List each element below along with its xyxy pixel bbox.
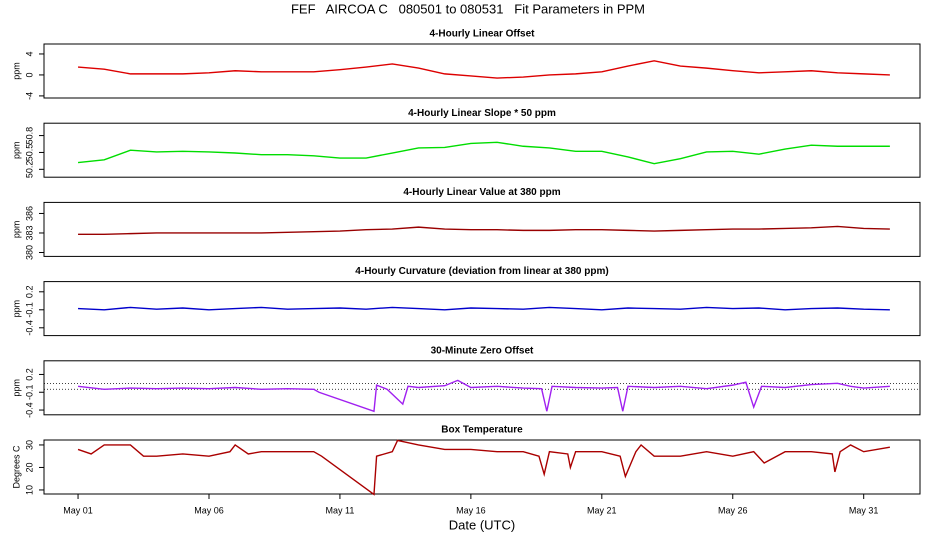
data-line [77, 439, 890, 496]
y-tick-label: 383 [24, 225, 34, 240]
y-tick-label: 0.2 [24, 286, 34, 299]
plot-frame [43, 201, 921, 257]
x-tick-label: May 16 [456, 505, 486, 515]
y-tick-label: 4 [24, 51, 34, 56]
plot-frame [43, 439, 921, 495]
y-tick-label: -0.1 [24, 302, 34, 318]
plot-frame [43, 43, 921, 99]
x-tick-label: May 06 [194, 505, 224, 515]
data-line [78, 306, 890, 311]
panel-title: 4-Hourly Linear Slope * 50 ppm [408, 108, 556, 119]
plot-frame [43, 122, 921, 178]
chart-title: FEF AIRCOA C 080501 to 080531 Fit Parame… [291, 1, 645, 16]
x-tick-label: May 31 [849, 505, 879, 515]
plot-frame [43, 281, 921, 337]
x-axis-label: Date (UTC) [449, 517, 515, 532]
y-axis-label: ppm [11, 379, 21, 397]
panel-title: Box Temperature [441, 425, 523, 436]
y-tick-label: 50.8 [24, 127, 34, 145]
x-tick-label: May 21 [587, 505, 617, 515]
y-tick-label: 50.5 [24, 144, 34, 162]
y-tick-label: -0.4 [24, 402, 34, 418]
data-line [78, 225, 890, 235]
y-tick-label: 50.2 [24, 161, 34, 179]
panel-title: 30-Minute Zero Offset [431, 345, 534, 356]
y-axis-label: ppm [11, 221, 21, 239]
y-tick-label: 30 [24, 440, 34, 450]
panel-title: 4-Hourly Linear Offset [429, 29, 535, 40]
y-tick-label: -0.4 [24, 320, 34, 336]
data-line [77, 141, 890, 165]
y-tick-label: -4 [24, 92, 34, 100]
x-tick-label: May 11 [325, 505, 354, 515]
y-axis-label: ppm [11, 141, 21, 159]
data-line [77, 379, 890, 413]
y-axis-label: ppm [11, 62, 21, 80]
panel-title: 4-Hourly Curvature (deviation from linea… [355, 266, 608, 277]
y-tick-label: 10 [24, 485, 34, 495]
x-tick-label: May 01 [63, 505, 93, 515]
y-tick-label: -0.1 [24, 384, 34, 400]
y-tick-label: 20 [24, 462, 34, 472]
y-axis-label: Degrees C [11, 445, 21, 489]
plot-frame [43, 360, 921, 416]
y-tick-label: 0 [24, 72, 34, 77]
y-axis-label: ppm [11, 300, 21, 318]
y-tick-label: 380 [24, 245, 34, 260]
data-line [77, 60, 890, 79]
y-tick-label: 0.2 [24, 368, 34, 381]
y-tick-label: 386 [24, 206, 34, 221]
panel-title: 4-Hourly Linear Value at 380 ppm [403, 187, 560, 198]
x-tick-label: May 26 [718, 505, 748, 515]
